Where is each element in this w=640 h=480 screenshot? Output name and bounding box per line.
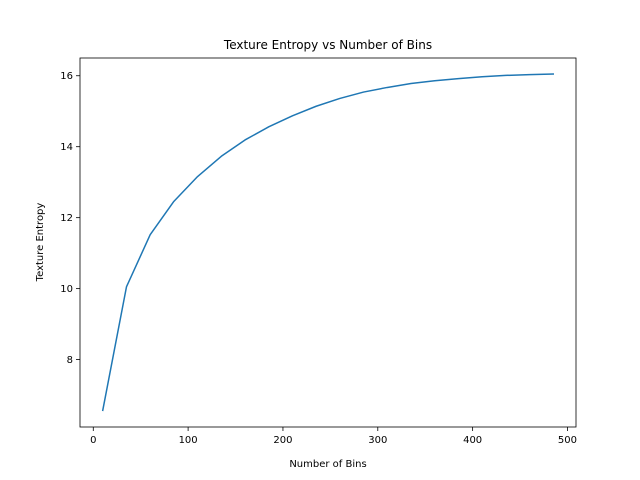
x-tick-label: 400: [463, 435, 482, 446]
x-tick-label: 100: [179, 435, 198, 446]
x-tick-label: 300: [368, 435, 387, 446]
plot-area: [101, 73, 555, 412]
chart-title: Texture Entropy vs Number of Bins: [223, 38, 432, 52]
x-tick-label: 200: [273, 435, 292, 446]
y-tick-label: 12: [60, 213, 73, 224]
axes-frame: [79, 57, 577, 428]
y-tick-label: 14: [60, 142, 73, 153]
x-axis: 0 100 200 300 400 500: [90, 427, 577, 446]
y-tick-label: 8: [67, 355, 73, 366]
x-tick-label: 0: [90, 435, 96, 446]
x-axis-label: Number of Bins: [289, 459, 366, 470]
y-axis: 8 10 12 14 16: [60, 71, 80, 366]
x-tick-label: 500: [558, 435, 577, 446]
y-tick-label: 10: [60, 284, 73, 295]
y-tick-label: 16: [60, 71, 73, 82]
series-line: [101, 73, 555, 412]
y-axis-label: Texture Entropy: [35, 203, 46, 283]
